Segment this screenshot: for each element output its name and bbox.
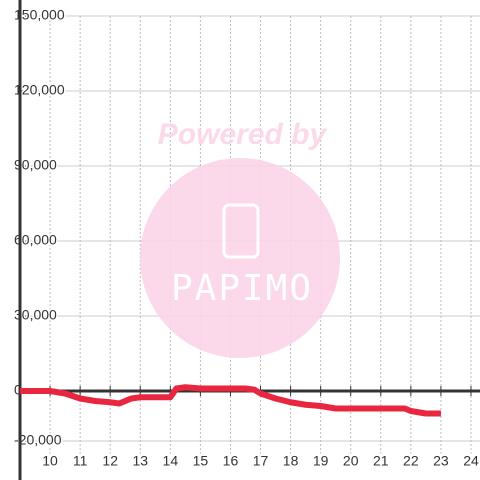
x-tick-label: 15 <box>193 453 209 469</box>
y-tick-label: 0 <box>14 382 22 398</box>
x-tick-label: 21 <box>373 453 389 469</box>
watermark: Powered by PAPIMO <box>140 118 340 358</box>
x-tick-label: 19 <box>313 453 329 469</box>
watermark-text: Powered by <box>158 118 328 151</box>
x-tick-label: 16 <box>223 453 239 469</box>
y-tick-label: 90,000 <box>14 157 57 173</box>
x-tick-label: 22 <box>403 453 419 469</box>
x-tick-label: 11 <box>73 453 88 469</box>
x-tick-label: 24 <box>463 453 479 469</box>
y-tick-label: 30,000 <box>14 307 57 323</box>
x-tick-label: 20 <box>343 453 359 469</box>
x-tick-label: 12 <box>102 453 118 469</box>
x-tick-label: 14 <box>163 453 179 469</box>
y-tick-label: 150,000 <box>14 7 65 23</box>
watermark-logo: PAPIMO <box>171 268 313 309</box>
x-tick-label: 17 <box>253 453 269 469</box>
y-tick-label: -20,000 <box>14 432 62 448</box>
watermark-phone <box>222 203 260 259</box>
x-tick-label: 13 <box>132 453 148 469</box>
x-tick-label: 10 <box>42 453 58 469</box>
x-tick-label: 23 <box>433 453 449 469</box>
line <box>20 384 441 417</box>
y-tick-label: 60,000 <box>14 232 57 248</box>
x-tick-label: 18 <box>283 453 299 469</box>
y-tick-label: 120,000 <box>14 82 65 98</box>
